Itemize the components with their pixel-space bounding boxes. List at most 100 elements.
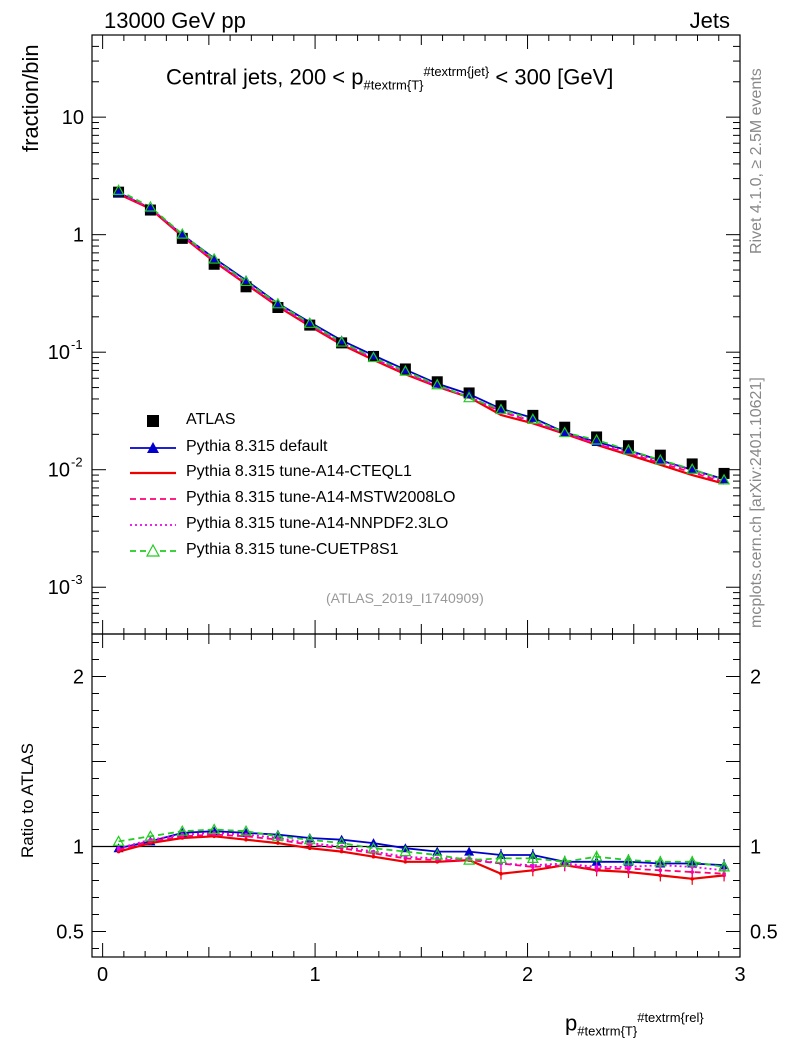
ratio-y-tick-label-left: 2	[73, 667, 84, 689]
xlab-pre: p	[565, 1010, 578, 1036]
ratio-frame	[91, 633, 741, 958]
y-tick-label-exp: -3	[71, 572, 83, 587]
y-tick-label-main: 1	[73, 225, 84, 247]
legend-label-default: Pythia 8.315 default	[186, 438, 328, 455]
ratio-point	[371, 849, 376, 854]
x-tick-label: 0	[97, 964, 108, 986]
y-axis-label-ratio: Ratio to ATLAS	[18, 743, 37, 858]
ratio-y-tick-label-left: 0.5	[56, 922, 84, 944]
ratio-cuetp8s1-marker	[144, 830, 157, 841]
y-tick-label-exp: -2	[71, 455, 83, 470]
title-sub: #textrm{T}	[363, 77, 424, 93]
ratio-point	[626, 865, 631, 869]
ratio-line-3	[118, 831, 725, 872]
legend-label-cteql1: Pythia 8.315 tune-A14-CTEQL1	[186, 463, 412, 480]
ratio-cuetp8s1-marker	[526, 852, 539, 864]
ratio-cuetp8s1-marker	[558, 855, 571, 867]
ratio-line-4	[118, 828, 725, 868]
ratio-point	[339, 849, 344, 854]
ratio-line-1	[118, 835, 725, 880]
default-marker	[655, 455, 666, 465]
legend-label-cuetp8s1: Pythia 8.315 tune-CUETP8S1	[186, 541, 399, 558]
x-tick-label: 3	[734, 964, 745, 986]
xlab-sup: #textrm{rel}	[637, 1010, 704, 1025]
ratio-y-tick-label-right: 0.5	[750, 922, 778, 944]
default-marker	[623, 445, 634, 455]
ratio-default-marker	[464, 846, 475, 856]
ratio-cuetp8s1-marker	[271, 830, 284, 841]
ratio-point	[403, 860, 408, 864]
title-post: < 300 [GeV]	[495, 64, 614, 90]
cuetp8s1-marker	[622, 443, 635, 455]
y-tick-label-main: 10	[62, 107, 84, 129]
legend-marker-cuetp8s1	[145, 543, 161, 557]
cuetp8s1-marker	[208, 252, 221, 264]
header-left: 13000 GeV pp	[104, 8, 246, 33]
ratio-point	[116, 846, 121, 850]
ratio-point	[307, 841, 312, 845]
y-tick-label-exp: -1	[71, 337, 83, 352]
cuetp8s1-marker	[303, 317, 316, 328]
ratio-point	[594, 865, 599, 869]
cuetp8s1-marker	[431, 378, 444, 390]
atlas-data-point	[240, 281, 252, 293]
default-marker	[145, 203, 156, 213]
chart-title: Central jets, 200 < p#textrm{T}#textrm{j…	[166, 64, 613, 93]
cuetp8s1-marker	[494, 403, 508, 415]
default-marker	[719, 474, 730, 484]
x-tick-label: 2	[522, 964, 533, 986]
ratio-line-2	[118, 833, 725, 875]
y-tick-label-main: 10	[48, 342, 70, 364]
cuetp8s1-marker	[112, 184, 125, 196]
atlas-data-point	[718, 467, 730, 479]
ratio-cuetp8s1-marker	[494, 852, 508, 864]
ratio-y-tick-label-right: 1	[750, 837, 761, 859]
mcplots-label: mcplots.cern.ch [arXiv:2401.10621]	[748, 377, 765, 628]
y-tick-label-main: 10	[48, 577, 70, 599]
ratio-point	[499, 871, 503, 876]
ratio-line-0	[118, 830, 725, 867]
ratio-point	[276, 841, 280, 845]
reference-label: (ATLAS_2019_I1740909)	[326, 590, 484, 606]
ratio-cuetp8s1-marker	[654, 855, 667, 867]
x-tick-label: 1	[310, 964, 321, 986]
cuetp8s1-marker	[271, 297, 284, 309]
ratio-cuetp8s1-marker	[431, 848, 444, 860]
cuetp8s1-marker	[686, 462, 699, 474]
default-marker	[177, 229, 188, 239]
title-pre: Central jets, 200 < p	[166, 64, 364, 90]
default-marker	[209, 253, 220, 263]
legend-label-mstw: Pythia 8.315 tune-A14-MSTW2008LO	[186, 489, 456, 506]
header-right: Jets	[689, 8, 730, 33]
cuetp8s1-marker	[335, 335, 348, 347]
cuetp8s1-marker	[590, 433, 603, 445]
ratio-cuetp8s1-marker	[399, 845, 412, 857]
cuetp8s1-marker	[367, 351, 380, 363]
atlas-data-point	[208, 258, 220, 270]
xlab-sub: #textrm{T}	[577, 1023, 638, 1039]
ratio-point	[531, 863, 535, 867]
ratio-point	[244, 832, 248, 837]
legend-label-nnpdf: Pythia 8.315 tune-A14-NNPDF2.3LO	[186, 515, 449, 532]
ratio-cuetp8s1-marker	[176, 824, 189, 836]
ratio-cuetp8s1-marker	[335, 836, 348, 848]
ratio-cuetp8s1-marker	[112, 835, 125, 847]
ratio-point	[371, 854, 376, 859]
default-marker	[495, 403, 506, 413]
atlas-data-point	[591, 431, 603, 443]
cuetp8s1-marker	[526, 413, 539, 424]
cuetp8s1-marker	[718, 473, 731, 485]
cuetp8s1-marker	[144, 200, 157, 212]
default-marker	[687, 464, 698, 474]
cuetp8s1-marker	[463, 391, 476, 403]
cuetp8s1-marker	[176, 227, 189, 239]
cuetp8s1-marker	[654, 453, 667, 465]
ratio-cuetp8s1-marker	[622, 853, 635, 865]
y-tick-label-main: 10	[48, 460, 70, 482]
legend-label-atlas: ATLAS	[186, 411, 236, 428]
ratio-point	[307, 846, 312, 850]
ratio-cuetp8s1-marker	[463, 853, 476, 865]
ratio-point	[690, 877, 694, 881]
series-line-5	[118, 189, 725, 481]
